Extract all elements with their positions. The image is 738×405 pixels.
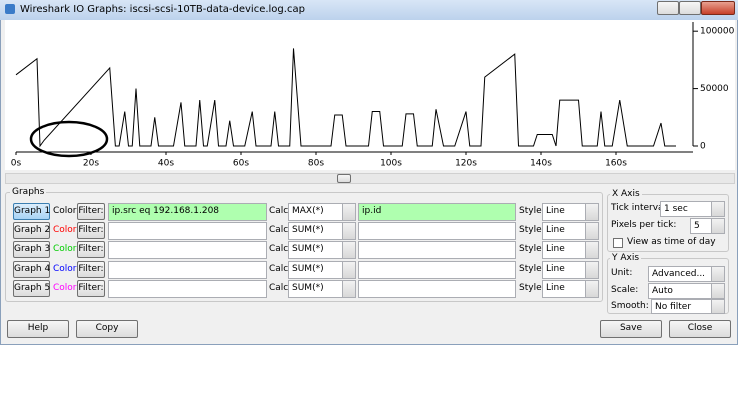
calc-field[interactable] — [358, 261, 516, 279]
filter-field[interactable] — [108, 241, 267, 259]
help-button[interactable]: Help — [7, 320, 69, 338]
filter-button[interactable]: Filter: — [77, 222, 105, 239]
x-tick-label: 80s — [308, 159, 324, 169]
x-tick-label: 60s — [233, 159, 249, 169]
time-of-day-checkbox[interactable] — [613, 238, 623, 248]
style-label: Style: — [519, 225, 545, 235]
y-tick-label: 100000 — [700, 27, 735, 37]
filter-button[interactable]: Filter: — [77, 261, 105, 278]
x-tick-label: 160s — [605, 159, 627, 169]
calc-field[interactable] — [358, 222, 516, 240]
y-tick-label: 50000 — [700, 84, 729, 94]
copy-button[interactable]: Copy — [76, 320, 138, 338]
minimize-button[interactable] — [657, 1, 679, 15]
unit-select[interactable]: Advanced... — [648, 266, 725, 282]
horizontal-scrollbar[interactable] — [5, 173, 735, 184]
x-tick-label: 0s — [11, 159, 22, 169]
x-axis-group — [607, 194, 729, 252]
filter-field[interactable] — [108, 261, 267, 279]
calc-label: Calc: — [269, 283, 292, 293]
graph-button[interactable]: Graph 5 — [13, 280, 50, 297]
x-tick-label: 40s — [158, 159, 174, 169]
annotation-ellipse — [29, 120, 109, 158]
color-label: Color — [53, 206, 77, 216]
style-select[interactable]: Line — [542, 280, 599, 298]
filter-field[interactable] — [108, 280, 267, 298]
close-button[interactable]: Close — [669, 320, 731, 338]
plot-background — [5, 20, 735, 170]
graphs-group — [5, 192, 603, 302]
graph-button[interactable]: Graph 1 — [13, 203, 50, 220]
x-tick-label: 120s — [455, 159, 477, 169]
x-axis-group-title: X Axis — [610, 189, 642, 199]
color-label: Color — [53, 244, 77, 254]
color-label: Color — [53, 225, 77, 235]
unit-label: Unit: — [611, 268, 633, 278]
x-tick-label: 140s — [530, 159, 552, 169]
tick-interval-label: Tick interval: — [611, 203, 670, 213]
save-button[interactable]: Save — [600, 320, 662, 338]
calc-select[interactable]: SUM(*) — [288, 241, 356, 259]
style-select[interactable]: Line — [542, 241, 599, 259]
graph-1-line — [15, 48, 676, 148]
filter-button[interactable]: Filter: — [77, 280, 105, 297]
style-select[interactable]: Line — [542, 222, 599, 240]
filter-field[interactable] — [108, 222, 267, 240]
smooth-select[interactable]: No filter — [651, 299, 725, 314]
title-bar — [0, 0, 738, 20]
style-label: Style: — [519, 244, 545, 254]
time-of-day-label: View as time of day — [627, 237, 716, 247]
calc-label: Calc: — [269, 264, 292, 274]
calc-select[interactable]: SUM(*) — [288, 222, 356, 240]
graphs-group-title: Graphs — [10, 187, 47, 197]
close-window-button[interactable] — [701, 1, 735, 15]
graph-button[interactable]: Graph 4 — [13, 261, 50, 278]
x-tick-label: 100s — [380, 159, 402, 169]
color-label: Color — [53, 264, 77, 274]
graph-button[interactable]: Graph 2 — [13, 222, 50, 239]
calc-select[interactable]: SUM(*) — [288, 261, 356, 279]
y-axis-group-title: Y Axis — [610, 253, 642, 263]
style-label: Style: — [519, 264, 545, 274]
pixels-per-tick-select[interactable]: 5 — [690, 218, 725, 234]
filter-button[interactable]: Filter: — [77, 241, 105, 258]
style-label: Style: — [519, 206, 545, 216]
calc-label: Calc: — [269, 225, 292, 235]
scrollbar-thumb[interactable] — [337, 174, 351, 183]
calc-field[interactable] — [358, 241, 516, 259]
x-tick-label: 20s — [83, 159, 99, 169]
style-select[interactable]: Line — [542, 203, 599, 221]
filter-field[interactable]: ip.src eq 192.168.1.208 — [108, 203, 267, 221]
color-label: Color — [53, 283, 77, 293]
calc-field[interactable] — [358, 280, 516, 298]
calc-field[interactable]: ip.id — [358, 203, 516, 221]
style-select[interactable]: Line — [542, 261, 599, 279]
tick-interval-select[interactable]: 1 sec — [660, 201, 725, 217]
window-title: Wireshark IO Graphs: iscsi-scsi-10TB-dat… — [20, 4, 305, 15]
io-graph: 0s 20s 40s 60s 80s 100s 120s 140s 160s 0 50000 1000… — [5, 20, 735, 170]
graph-button[interactable]: Graph 3 — [13, 241, 50, 258]
smooth-label: Smooth: — [611, 301, 649, 311]
calc-select[interactable]: SUM(*) — [288, 280, 356, 298]
calc-label: Calc: — [269, 206, 292, 216]
style-label: Style: — [519, 283, 545, 293]
maximize-button[interactable] — [679, 1, 701, 15]
calc-select[interactable]: MAX(*) — [288, 203, 356, 221]
app-icon — [5, 4, 15, 14]
filter-button[interactable]: Filter: — [77, 203, 105, 220]
calc-label: Calc: — [269, 244, 292, 254]
y-tick-label: 0 — [700, 142, 706, 152]
scale-label: Scale: — [611, 285, 639, 295]
pixels-per-tick-label: Pixels per tick: — [611, 220, 677, 230]
scale-select[interactable]: Auto — [648, 283, 725, 299]
